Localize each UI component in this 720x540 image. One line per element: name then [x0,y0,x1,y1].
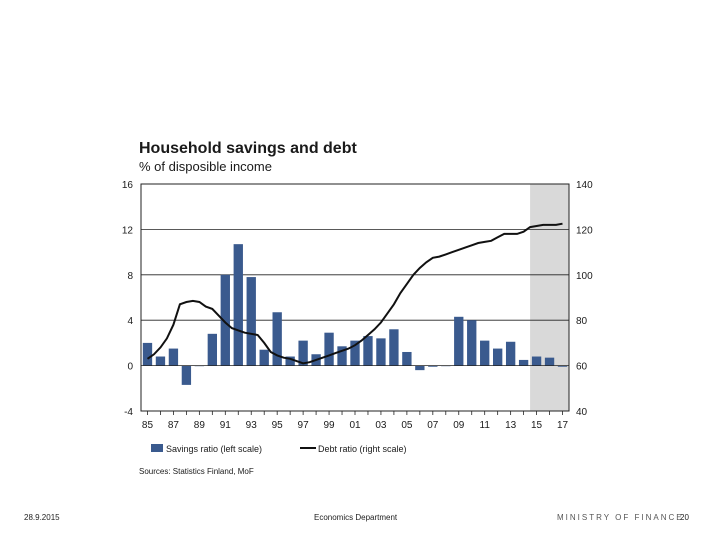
footer-ministry-logo: MINISTRY OF FINANCE [557,513,684,522]
x-tick-label: 97 [298,420,310,431]
right-tick-label: 120 [576,225,593,236]
left-axis-ticks: -4 0 4 8 12 16 [122,180,134,418]
savings-bar [337,346,347,366]
footer-date: 28.9.2015 [24,513,60,522]
chart-title: Household savings and debt [139,140,357,157]
savings-bar [233,244,243,366]
legend-savings-swatch [151,444,163,452]
x-tick-label: 93 [246,420,258,431]
savings-bar [220,274,230,366]
source-note: Sources: Statistics Finland, MoF [139,467,254,476]
x-tick-label: 09 [453,420,465,431]
savings-bar [428,365,438,367]
right-tick-label: 60 [576,362,588,373]
x-tick-label: 87 [168,420,180,431]
x-tick-label: 07 [427,420,439,431]
savings-bar [544,357,555,366]
x-tick-label: 89 [194,420,206,431]
savings-bar [155,356,166,366]
left-tick-label: 4 [127,316,133,327]
left-tick-label: -4 [124,407,133,418]
x-tick-label: 15 [531,420,543,431]
savings-bar [492,348,503,366]
savings-bar [557,365,568,367]
x-tick-label: 91 [220,420,232,431]
savings-bar [168,348,179,366]
savings-bar [285,356,295,366]
x-tick-label: 95 [272,420,284,431]
x-tick-label: 85 [142,420,154,431]
savings-bar [480,340,490,366]
x-tick-label: 17 [557,420,569,431]
x-tick-label: 01 [349,420,361,431]
x-tick-label: 99 [323,420,335,431]
savings-bar [324,332,334,366]
savings-bar [531,356,542,366]
x-axis-ticks: 85 87 89 91 93 95 97 99 01 03 05 07 09 11 13 15 17 [142,411,569,431]
debt-ratio-line [146,222,563,365]
chart-subtitle: % of disposible income [139,159,272,174]
savings-bar [402,351,412,366]
savings-bar [505,341,516,366]
left-tick-label: 16 [122,180,134,191]
plot-frame [140,183,570,412]
savings-bar [246,277,256,366]
savings-bar [454,316,464,366]
savings-bar [389,329,399,366]
right-axis-ticks: 40 60 80 100 120 140 [576,180,593,418]
x-tick-label: 05 [401,420,413,431]
right-tick-label: 140 [576,180,593,191]
right-tick-label: 80 [576,316,588,327]
legend: Savings ratio (left scale) Debt ratio (r… [151,444,407,454]
savings-bar [363,336,373,366]
savings-bar [298,340,308,366]
left-tick-label: 8 [127,271,133,282]
savings-bar [376,338,386,366]
savings-bar [207,333,218,366]
savings-bar [259,349,269,366]
left-tick-label: 0 [127,362,133,373]
savings-bar [415,365,425,371]
savings-bar [142,342,153,366]
right-tick-label: 40 [576,407,588,418]
savings-bar [518,359,529,366]
left-tick-label: 12 [122,225,134,236]
footer-page-number: 20 [680,513,689,522]
legend-debt-label: Debt ratio (right scale) [318,444,407,454]
x-tick-label: 13 [505,420,517,431]
gridlines [141,228,569,321]
savings-bar [467,320,477,366]
x-tick-label: 03 [375,420,387,431]
savings-bar [350,340,360,366]
x-tick-label: 11 [480,420,491,431]
footer-department: Economics Department [314,513,398,522]
savings-bars [142,244,568,385]
savings-bar [181,365,192,385]
right-tick-label: 100 [576,271,593,282]
legend-savings-label: Savings ratio (left scale) [166,444,262,454]
forecast-shaded-region [530,184,569,411]
savings-bar [272,312,282,366]
